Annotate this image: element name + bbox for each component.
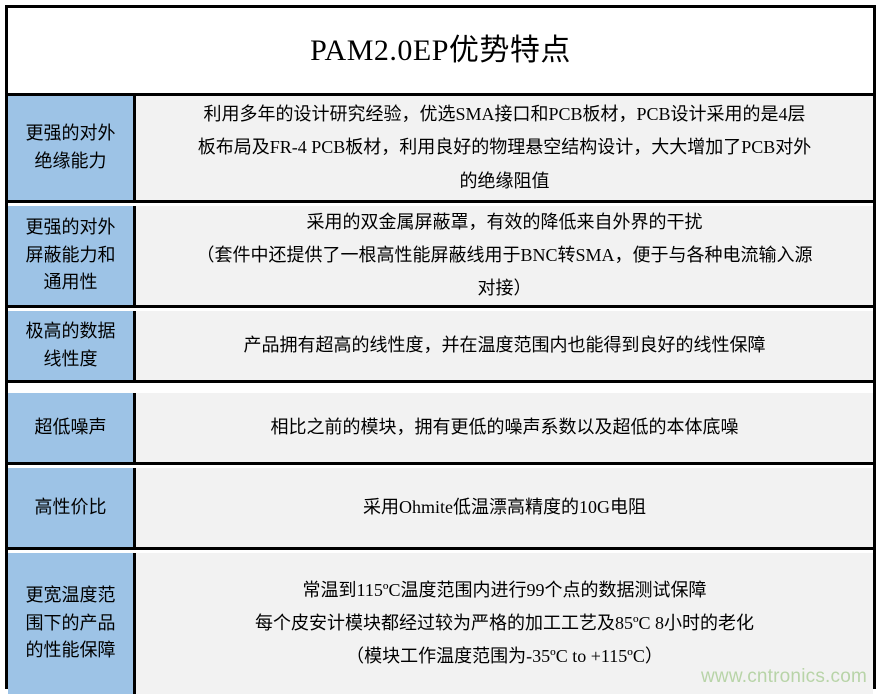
feature-description-text: 常温到115ºC温度范围内进行99个点的数据测试保障每个皮安计模块都经过较为严格… (152, 574, 857, 674)
feature-description-line: 产品拥有超高的线性度，并在温度范围内也能得到良好的线性保障 (243, 334, 766, 355)
feature-description-line: 的绝缘阻值 (459, 170, 550, 191)
feature-label-text: 更强的对外 绝缘能力 (14, 120, 127, 176)
feature-label-text: 超低噪声 (14, 414, 127, 442)
page-title: PAM2.0EP优势特点 (310, 34, 571, 67)
feature-label-line: 线性度 (43, 348, 98, 369)
feature-description-cell: 采用Ohmite低温漂高精度的10G电阻 (136, 468, 873, 547)
feature-description-line: 板布局及FR-4 PCB板材，利用良好的物理悬空结构设计，大大增加了PCB对外 (197, 137, 812, 158)
table-title-row: PAM2.0EP优势特点 (8, 8, 873, 96)
feature-label-text: 更宽温度范围下的产品的性能保障 (14, 582, 127, 666)
feature-label-cell: 高性价比 (8, 468, 136, 547)
feature-description-text: 产品拥有超高的线性度，并在温度范围内也能得到良好的线性保障 (152, 329, 857, 362)
feature-description-text: 采用Ohmite低温漂高精度的10G电阻 (152, 491, 857, 524)
feature-description-line: 利用多年的设计研究经验，优选SMA接口和PCB板材，PCB设计采用的是4层 (203, 104, 806, 125)
feature-description-line: 采用的双金属屏蔽罩，有效的降低来自外界的干扰 (306, 211, 703, 232)
feature-label-line: 更强的对外 (25, 216, 116, 237)
feature-description-text: 利用多年的设计研究经验，优选SMA接口和PCB板材，PCB设计采用的是4层 板布局… (152, 98, 857, 198)
feature-table: PAM2.0EP优势特点 更强的对外 绝缘能力 利用多年的设计研究经验，优选SMA接… (5, 5, 876, 694)
feature-label-line: 屏蔽能力和 (25, 244, 116, 265)
table-row: 更强的对外屏蔽能力和通用性 采用的双金属屏蔽罩，有效的降低来自外界的干扰 （套件中还… (8, 206, 873, 308)
feature-label-line: 的性能保障 (25, 640, 116, 661)
table-row: 超低噪声 相比之前的模块，拥有更低的噪声系数以及超低的本体底噪 (8, 393, 873, 465)
feature-label-line: 超低噪声 (34, 416, 107, 437)
feature-label-line: 围下的产品 (25, 612, 116, 633)
feature-label-line: 极高的数据 (25, 320, 116, 341)
feature-label-cell: 更宽温度范围下的产品的性能保障 (8, 553, 136, 694)
feature-label-line: 通用性 (43, 272, 98, 293)
feature-description-line: 相比之前的模块，拥有更低的噪声系数以及超低的本体底噪 (270, 416, 739, 437)
table-row: 更宽温度范 围下的产品 的性能保障 常温到115ºC温度范围内进行99个点的数据测试保… (8, 553, 873, 694)
feature-description-text: 采用的双金属屏蔽罩，有效的降低来自外界的干扰 （套件中还提供了一根高性能屏蔽线用于… (152, 206, 857, 306)
feature-label-line: 绝缘能力 (34, 151, 107, 171)
feature-description-line: 对接） (477, 278, 532, 299)
feature-description-line: 采用Ohmite低温漂高精度的10G电阻 (363, 496, 646, 517)
feature-label-text: 高性价比 (14, 494, 127, 522)
table-body: 更强的对外 绝缘能力 利用多年的设计研究经验，优选SMA接口和PCB板材，PCB设计… (8, 96, 873, 694)
feature-description-cell: 常温到115ºC温度范围内进行99个点的数据测试保障每个皮安计模块都经过较为严格… (136, 553, 873, 694)
table-row: 高性价比 采用Ohmite低温漂高精度的10G电阻 (8, 468, 873, 550)
feature-label-line: 高性价比 (34, 496, 107, 517)
feature-label-text: 更强的对外屏蔽能力和通用性 (14, 214, 127, 298)
feature-label-cell: 超低噪声 (8, 393, 136, 462)
feature-label-line: 更宽温度范 (25, 584, 116, 605)
feature-description-cell: 相比之前的模块，拥有更低的噪声系数以及超低的本体底噪 (136, 393, 873, 462)
table-row: 极高的数据线性度 产品拥有超高的线性度，并在温度范围内也能得到良好的线性保障 (8, 311, 873, 383)
feature-label-line: 更强的对外 (25, 123, 116, 144)
feature-label-text: 极高的数据 线性度 (14, 318, 127, 374)
feature-description-line: （模块工作温度范围为-35ºC to +115ºC） (346, 646, 663, 667)
feature-label-cell: 极高的数据 线性度 (8, 311, 136, 380)
feature-description-text: 相比之前的模块，拥有更低的噪声系数以及超低的本体底噪 (152, 411, 857, 444)
table-row: 更强的对外 绝缘能力 利用多年的设计研究经验，优选SMA接口和PCB板材，PCB设计… (8, 96, 873, 203)
feature-description-cell: 产品拥有超高的线性度，并在温度范围内也能得到良好的线性保障 (136, 311, 873, 380)
feature-description-cell: 利用多年的设计研究经验，优选SMA接口和PCB板材，PCB设计采用的是4层 板布局… (136, 96, 873, 200)
feature-description-line: （套件中还提供了一根高性能屏蔽线用于BNC转SMA，便于与各种电流输入源 (196, 244, 813, 265)
feature-label-cell: 更强的对外 绝缘能力 (8, 96, 136, 200)
feature-description-line: 常温到115ºC温度范围内进行99个点的数据测试保障 (302, 579, 707, 600)
feature-description-line: 每个皮安计模块都经过较为严格的加工工艺及85ºC 8小时的老化 (254, 612, 755, 633)
feature-label-cell: 更强的对外屏蔽能力和通用性 (8, 206, 136, 305)
feature-description-cell: 采用的双金属屏蔽罩，有效的降低来自外界的干扰 （套件中还提供了一根高性能屏蔽线用于… (136, 206, 873, 305)
